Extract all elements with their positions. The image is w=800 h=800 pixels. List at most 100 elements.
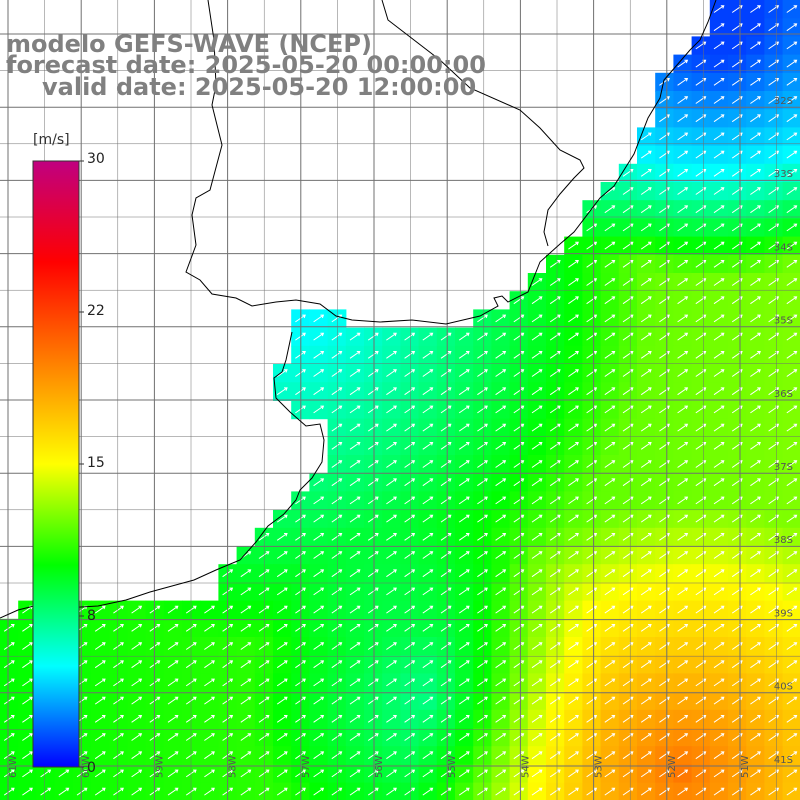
wind-arrow — [276, 733, 288, 741]
wind-arrow — [313, 715, 325, 723]
wind-arrow — [604, 660, 616, 669]
wind-arrow — [604, 387, 616, 396]
wind-arrow — [495, 369, 507, 377]
wind-arrow — [568, 478, 579, 487]
wind-arrow — [786, 787, 798, 796]
wind-arrow — [713, 78, 725, 86]
wind-arrow — [477, 715, 488, 723]
wind-arrow — [404, 715, 416, 723]
wind-arrow — [786, 405, 798, 414]
wind-arrow — [622, 678, 634, 687]
wind-arrow — [276, 514, 288, 523]
lat-label: 36S — [774, 389, 793, 400]
wind-arrow — [440, 387, 452, 396]
wind-arrow — [750, 369, 761, 377]
wind-arrow — [622, 696, 634, 705]
wind-arrow — [713, 514, 725, 523]
wind-arrow — [622, 733, 634, 741]
wind-arrow — [640, 460, 652, 468]
wind-arrow — [640, 260, 652, 268]
wind-arrow — [22, 660, 33, 669]
wind-arrow — [440, 514, 452, 523]
wind-arrow — [750, 696, 761, 705]
wind-arrow — [386, 496, 397, 505]
wind-arrow — [404, 678, 416, 687]
wind-arrow — [276, 660, 288, 669]
argentina-coastline — [0, 331, 325, 619]
wind-arrow — [568, 533, 579, 541]
wind-arrow — [786, 5, 798, 13]
wind-arrow — [204, 769, 215, 778]
wind-arrow — [113, 605, 124, 614]
wind-arrow — [422, 642, 434, 650]
wind-arrow — [677, 387, 689, 396]
wind-arrow — [586, 369, 598, 377]
wind-arrow — [586, 551, 598, 559]
wind-arrow — [549, 696, 561, 705]
wind-arrow — [258, 551, 270, 559]
wind-arrow — [750, 769, 761, 778]
wind-arrow — [604, 496, 616, 505]
wind-arrow — [604, 205, 616, 214]
wind-arrow — [750, 278, 761, 286]
wind-arrow — [458, 351, 470, 359]
wind-arrow — [440, 751, 452, 760]
wind-arrow — [404, 533, 416, 541]
wind-arrow — [786, 132, 798, 141]
wind-arrow — [531, 569, 543, 578]
wind-arrow — [549, 278, 561, 286]
wind-arrow — [495, 332, 507, 341]
wind-arrow — [750, 223, 761, 232]
wind-arrow — [422, 533, 434, 541]
wind-arrow — [604, 442, 616, 450]
wind-arrow — [531, 314, 543, 323]
wind-arrow — [640, 660, 652, 669]
lon-label: 58W — [228, 755, 239, 778]
wind-arrow — [386, 405, 397, 414]
wind-arrow — [531, 533, 543, 541]
wind-arrow — [3, 769, 15, 778]
wind-arrow — [349, 696, 361, 705]
wind-arrow — [258, 696, 270, 705]
wind-arrow — [549, 624, 561, 632]
wind-arrow — [513, 787, 525, 796]
wind-arrow — [477, 460, 488, 468]
wind-arrow — [3, 660, 15, 669]
wind-arrow — [495, 715, 507, 723]
wind-arrow — [586, 260, 598, 268]
wind-arrow — [458, 387, 470, 396]
wind-arrow — [386, 423, 397, 432]
wind-arrow — [604, 332, 616, 341]
wind-arrow — [713, 460, 725, 468]
wind-arrow — [131, 605, 143, 614]
wind-arrow — [713, 642, 725, 650]
wind-arrow — [258, 569, 270, 578]
wind-arrow — [422, 387, 434, 396]
wind-arrow — [367, 496, 379, 505]
wind-arrow — [604, 751, 616, 760]
wind-arrow — [513, 605, 525, 614]
wind-arrow — [3, 751, 15, 760]
wind-arrow — [458, 678, 470, 687]
wind-arrow — [750, 132, 761, 141]
wind-arrow — [313, 314, 325, 323]
wind-arrow — [786, 551, 798, 559]
wind-arrow — [513, 733, 525, 741]
wind-arrow — [677, 678, 689, 687]
wind-arrow — [477, 533, 488, 541]
wind-arrow — [495, 478, 507, 487]
wind-arrow — [367, 405, 379, 414]
wind-arrow — [349, 569, 361, 578]
wind-arrow — [568, 733, 579, 741]
lat-label: 32S — [774, 96, 793, 107]
wind-arrow — [531, 369, 543, 377]
wind-arrow — [458, 751, 470, 760]
wind-arrow — [167, 787, 179, 796]
wind-arrow — [495, 514, 507, 523]
wind-arrow — [204, 642, 215, 650]
wind-arrow — [440, 715, 452, 723]
wind-arrow — [568, 715, 579, 723]
wind-arrow — [167, 769, 179, 778]
wind-arrow — [404, 405, 416, 414]
wind-arrow — [477, 332, 488, 341]
